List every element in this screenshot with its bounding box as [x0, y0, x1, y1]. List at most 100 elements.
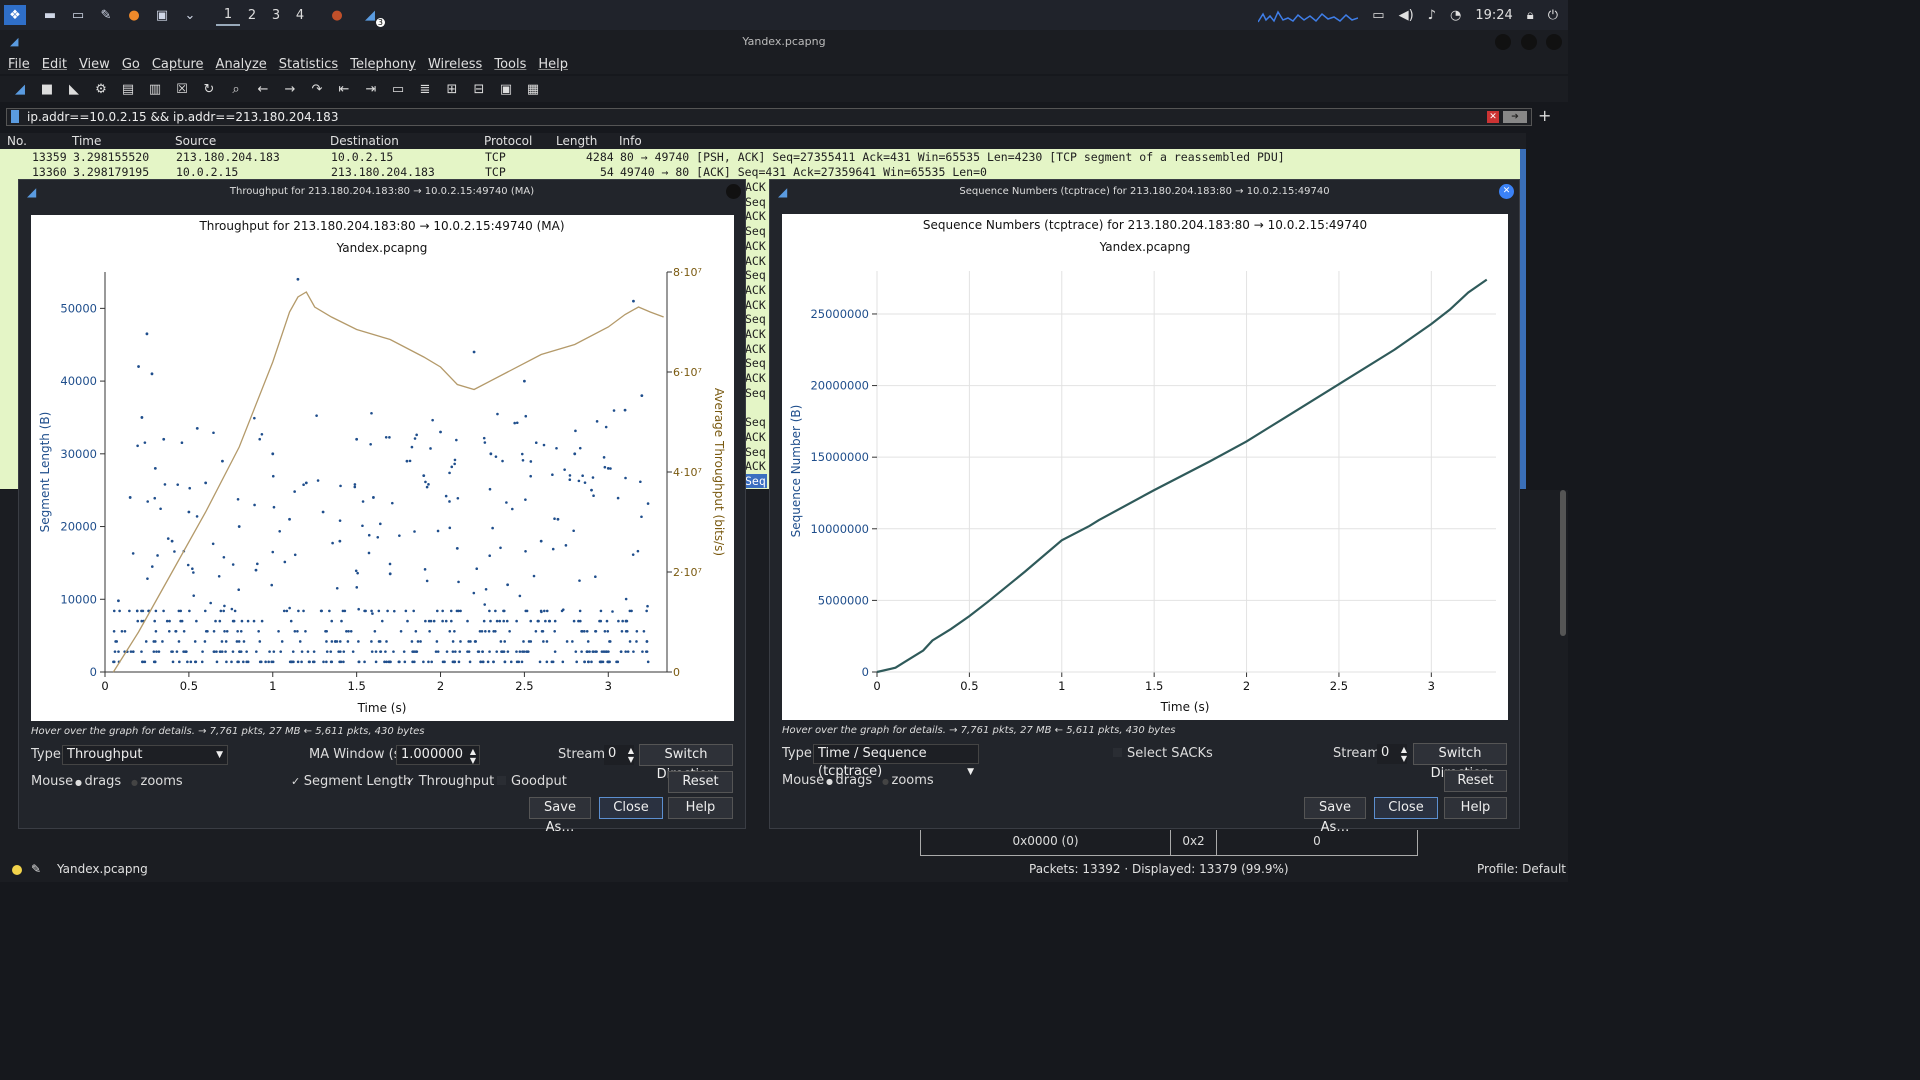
open-file-icon[interactable]: ▤: [121, 81, 135, 97]
minimize-button[interactable]: [1495, 34, 1511, 50]
detail-scrollbar[interactable]: [1560, 490, 1566, 636]
resize-columns-icon[interactable]: ▦: [526, 81, 540, 97]
autoscroll-icon[interactable]: ▭: [391, 81, 405, 97]
switch-direction-button[interactable]: Switch Direction: [1413, 743, 1507, 781]
stream-spinbox[interactable]: 0 ▲ ▼: [604, 745, 634, 765]
file-manager-icon[interactable]: ▭: [71, 7, 85, 23]
segment-point: [189, 660, 193, 664]
select-sacks-checkbox[interactable]: Select SACKs: [1113, 746, 1213, 761]
menu-view[interactable]: View: [78, 56, 110, 72]
display-filter-input[interactable]: ip.addr==10.0.2.15 && ip.addr==213.180.2…: [6, 108, 1532, 126]
sequence-chart[interactable]: Sequence Numbers (tcptrace) for 213.180.…: [782, 214, 1508, 720]
throughput-checkbox[interactable]: ✓ Throughput: [406, 774, 494, 789]
menu-statistics[interactable]: Statistics: [278, 56, 339, 72]
throughput-chart[interactable]: Throughput for 213.180.204.183:80 → 10.0…: [31, 215, 734, 721]
type-select[interactable]: Throughput ▼: [62, 745, 228, 765]
segment-length-checkbox[interactable]: ✓ Segment Length: [291, 774, 411, 789]
firefox-task-icon[interactable]: ●: [331, 7, 343, 23]
close-window-button[interactable]: [1546, 34, 1562, 50]
goodput-checkbox[interactable]: Goodput: [497, 774, 567, 789]
menu-edit[interactable]: Edit: [41, 56, 67, 72]
save-file-icon[interactable]: ▥: [148, 81, 162, 97]
normal-size-icon[interactable]: ▣: [499, 81, 513, 97]
reset-button[interactable]: Reset: [1444, 770, 1507, 792]
colorize-icon[interactable]: ≣: [419, 81, 431, 97]
power-icon[interactable]: ⏻: [1547, 7, 1558, 23]
ma-window-spinbox[interactable]: 1.000000 ▲ ▼: [396, 745, 480, 765]
menu-wireless[interactable]: Wireless: [427, 56, 483, 72]
close-file-icon[interactable]: ☒: [176, 81, 188, 97]
reload-icon[interactable]: ↻: [203, 81, 215, 97]
search-icon[interactable]: ⌕: [232, 81, 240, 97]
chevron-down-icon[interactable]: ⌄: [184, 7, 196, 23]
firefox-icon[interactable]: ●: [128, 7, 140, 23]
table-row[interactable]: 13360 3.298179195 10.0.2.15 213.180.204.…: [0, 165, 1526, 180]
bell-icon[interactable]: ♪: [1427, 7, 1436, 23]
last-packet-icon[interactable]: ⇥: [365, 81, 377, 97]
kali-menu-icon[interactable]: ❖: [4, 5, 26, 25]
col-no[interactable]: No.: [7, 134, 27, 148]
col-source[interactable]: Source: [175, 134, 217, 148]
restart-capture-icon[interactable]: ◣: [69, 81, 79, 97]
monitor-icon[interactable]: ▭: [1372, 7, 1385, 23]
add-filter-button[interactable]: +: [1538, 106, 1552, 125]
clear-filter-icon[interactable]: ✕: [1487, 111, 1499, 123]
close-button[interactable]: Close: [599, 797, 663, 819]
save-as-button[interactable]: Save As…: [1304, 797, 1366, 835]
apply-filter-icon[interactable]: ➔: [1503, 111, 1527, 123]
help-button[interactable]: Help: [668, 797, 733, 819]
stream-spinbox[interactable]: 0 ▲ ▼: [1377, 744, 1407, 764]
col-destination[interactable]: Destination: [330, 134, 399, 148]
workspace-3[interactable]: 3: [271, 7, 281, 23]
zoom-out-icon[interactable]: ⊟: [473, 81, 485, 97]
menu-help[interactable]: Help: [538, 56, 569, 72]
packet-scrollbar[interactable]: [1520, 149, 1526, 489]
col-protocol[interactable]: Protocol: [484, 134, 533, 148]
maximize-button[interactable]: [1520, 34, 1537, 50]
capture-options-icon[interactable]: ⚙: [95, 81, 107, 97]
table-row[interactable]: 13359 3.298155520 213.180.204.183 10.0.2…: [0, 150, 1526, 165]
desktop-icon[interactable]: ▬: [43, 7, 57, 23]
stop-capture-icon[interactable]: ■: [40, 81, 54, 97]
reset-button[interactable]: Reset: [668, 771, 733, 793]
col-info[interactable]: Info: [619, 134, 642, 148]
menu-file[interactable]: File: [8, 56, 30, 72]
lock-icon[interactable]: 🔒︎: [1526, 7, 1534, 23]
dialog-close-icon[interactable]: ✕: [1499, 184, 1514, 199]
zooms-radio[interactable]: ● zooms: [131, 774, 183, 789]
workspace-1[interactable]: 1: [216, 4, 240, 26]
terminal-icon[interactable]: ▣: [155, 7, 169, 23]
status-profile[interactable]: Profile: Default: [1477, 862, 1567, 876]
back-icon[interactable]: ←: [257, 81, 269, 97]
sequence-plot[interactable]: Sequence Numbers (tcptrace) for 213.180.…: [782, 214, 1508, 720]
workspace-4[interactable]: 4: [295, 7, 305, 23]
start-capture-icon[interactable]: ◢: [15, 81, 25, 97]
help-button[interactable]: Help: [1444, 797, 1507, 819]
zooms-radio[interactable]: ● zooms: [882, 773, 934, 788]
drags-radio[interactable]: ● drags: [826, 773, 872, 788]
dialog-close-icon[interactable]: [726, 184, 741, 199]
menu-analyze[interactable]: Analyze: [215, 56, 267, 72]
goto-packet-icon[interactable]: ↷: [311, 81, 323, 97]
close-button[interactable]: Close: [1374, 797, 1438, 819]
menu-tools[interactable]: Tools: [494, 56, 527, 72]
workspace-2[interactable]: 2: [247, 7, 257, 23]
menu-capture[interactable]: Capture: [151, 56, 204, 72]
save-as-button[interactable]: Save As…: [529, 797, 591, 835]
menu-telephony[interactable]: Telephony: [350, 56, 416, 72]
menu-go[interactable]: Go: [121, 56, 140, 72]
throughput-plot[interactable]: Throughput for 213.180.204.183:80 → 10.0…: [31, 215, 734, 721]
volume-icon[interactable]: ◀): [1398, 7, 1414, 23]
forward-icon[interactable]: →: [284, 81, 296, 97]
type-select[interactable]: Time / Sequence (tcptrace) ▼: [813, 744, 979, 779]
edit-comment-icon[interactable]: ✎: [31, 862, 42, 876]
bookmark-icon[interactable]: [11, 110, 19, 123]
text-editor-icon[interactable]: ✎: [100, 7, 112, 23]
switch-direction-button[interactable]: Switch Direction: [639, 744, 733, 782]
col-length[interactable]: Length: [556, 134, 598, 148]
first-packet-icon[interactable]: ⇤: [338, 81, 350, 97]
drags-radio[interactable]: ● drags: [75, 774, 121, 789]
zoom-in-icon[interactable]: ⊞: [446, 81, 458, 97]
wireshark-task-icon[interactable]: ◢ 3: [365, 7, 385, 27]
col-time[interactable]: Time: [72, 134, 102, 148]
